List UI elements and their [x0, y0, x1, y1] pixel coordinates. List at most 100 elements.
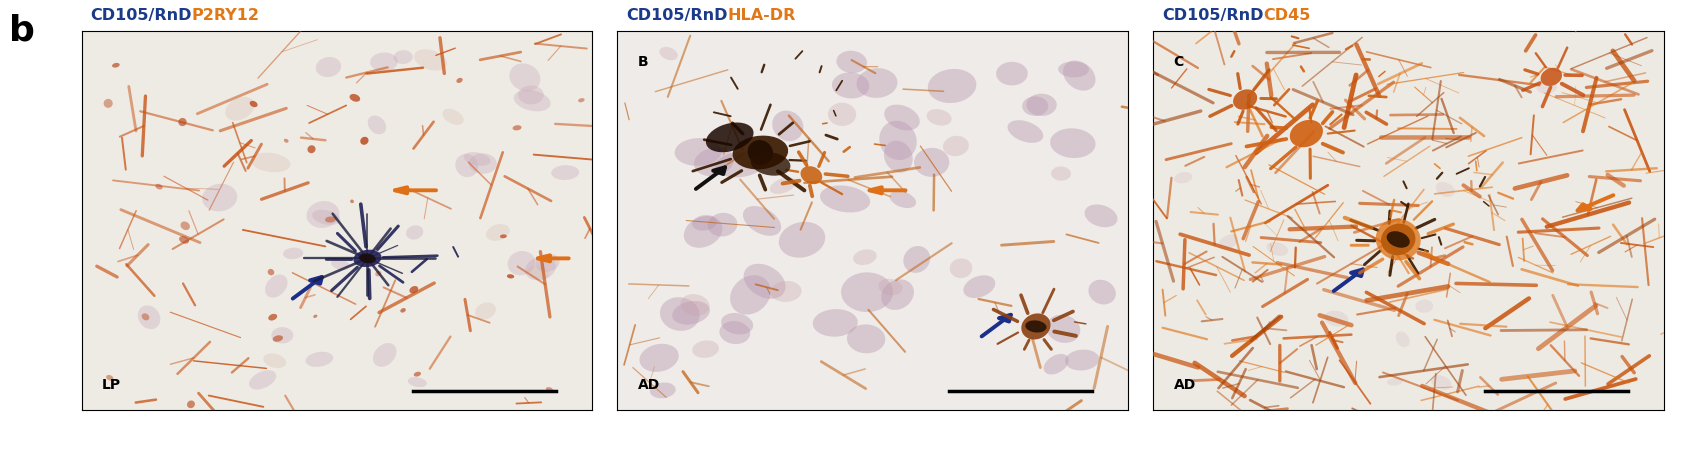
Ellipse shape [1325, 311, 1349, 327]
Text: b: b [9, 14, 34, 48]
Ellipse shape [105, 375, 114, 381]
Ellipse shape [1233, 90, 1257, 111]
Ellipse shape [801, 167, 822, 185]
Ellipse shape [997, 63, 1027, 86]
Ellipse shape [202, 184, 238, 212]
Ellipse shape [512, 126, 522, 131]
Ellipse shape [684, 217, 723, 248]
Ellipse shape [650, 382, 675, 399]
Ellipse shape [464, 153, 490, 167]
Ellipse shape [250, 101, 257, 108]
Ellipse shape [1026, 321, 1046, 333]
Ellipse shape [1050, 129, 1095, 159]
Ellipse shape [367, 116, 386, 135]
Ellipse shape [376, 271, 381, 277]
Ellipse shape [660, 298, 699, 331]
Ellipse shape [733, 136, 788, 170]
Ellipse shape [1058, 63, 1089, 78]
Ellipse shape [1026, 94, 1056, 117]
Ellipse shape [743, 206, 781, 236]
Ellipse shape [1386, 378, 1402, 386]
Ellipse shape [1376, 219, 1420, 261]
Ellipse shape [267, 269, 274, 276]
Ellipse shape [694, 148, 733, 177]
Ellipse shape [527, 266, 549, 280]
Ellipse shape [265, 275, 287, 298]
Ellipse shape [500, 235, 507, 239]
Ellipse shape [536, 254, 560, 272]
Ellipse shape [248, 370, 276, 390]
Ellipse shape [332, 259, 349, 270]
Ellipse shape [1431, 375, 1451, 390]
Ellipse shape [413, 50, 447, 71]
Ellipse shape [311, 210, 340, 225]
Ellipse shape [313, 315, 318, 318]
Ellipse shape [881, 280, 913, 310]
Ellipse shape [885, 106, 920, 131]
Text: CD45: CD45 [1264, 8, 1311, 23]
Ellipse shape [721, 313, 754, 335]
Ellipse shape [854, 250, 876, 265]
Ellipse shape [1085, 205, 1118, 228]
Ellipse shape [400, 308, 407, 313]
Ellipse shape [393, 51, 413, 65]
Ellipse shape [1021, 314, 1051, 340]
Ellipse shape [282, 248, 303, 260]
Ellipse shape [413, 372, 422, 377]
Ellipse shape [913, 149, 949, 177]
Ellipse shape [820, 186, 871, 213]
Ellipse shape [359, 254, 376, 264]
Ellipse shape [837, 51, 868, 74]
Ellipse shape [779, 222, 825, 258]
Ellipse shape [486, 225, 510, 241]
Ellipse shape [325, 217, 335, 223]
Ellipse shape [187, 400, 196, 408]
Ellipse shape [138, 306, 160, 330]
Ellipse shape [155, 184, 163, 190]
Ellipse shape [1415, 300, 1434, 313]
Text: CD105/RnD: CD105/RnD [90, 8, 192, 23]
Ellipse shape [407, 226, 424, 240]
Ellipse shape [252, 153, 291, 173]
Ellipse shape [578, 99, 585, 103]
Ellipse shape [1174, 173, 1192, 184]
Ellipse shape [1386, 232, 1410, 248]
Ellipse shape [442, 109, 464, 125]
Ellipse shape [316, 58, 342, 78]
Ellipse shape [903, 246, 930, 273]
Ellipse shape [714, 152, 764, 178]
Ellipse shape [269, 314, 277, 321]
Ellipse shape [771, 178, 796, 194]
Ellipse shape [1044, 354, 1068, 375]
Ellipse shape [373, 343, 396, 367]
Ellipse shape [743, 264, 786, 299]
Ellipse shape [1436, 182, 1454, 198]
Text: AD: AD [1174, 377, 1196, 391]
Ellipse shape [1397, 332, 1410, 347]
Ellipse shape [748, 141, 772, 166]
Ellipse shape [840, 273, 893, 313]
Ellipse shape [706, 123, 754, 153]
Ellipse shape [1536, 79, 1556, 95]
Ellipse shape [284, 139, 289, 144]
Ellipse shape [832, 73, 869, 99]
Ellipse shape [963, 276, 995, 298]
Ellipse shape [350, 95, 361, 102]
Ellipse shape [361, 138, 369, 145]
Ellipse shape [813, 309, 857, 337]
Ellipse shape [519, 86, 544, 105]
Ellipse shape [885, 141, 913, 173]
Ellipse shape [141, 313, 150, 321]
Ellipse shape [1051, 167, 1072, 181]
Ellipse shape [692, 216, 718, 231]
Ellipse shape [847, 325, 885, 354]
Ellipse shape [771, 282, 801, 302]
Ellipse shape [890, 192, 917, 209]
Ellipse shape [672, 301, 709, 325]
Ellipse shape [180, 222, 191, 231]
Text: P2RY12: P2RY12 [192, 8, 260, 23]
Ellipse shape [264, 354, 286, 368]
Ellipse shape [306, 352, 333, 367]
Ellipse shape [507, 275, 514, 279]
Ellipse shape [408, 377, 427, 388]
